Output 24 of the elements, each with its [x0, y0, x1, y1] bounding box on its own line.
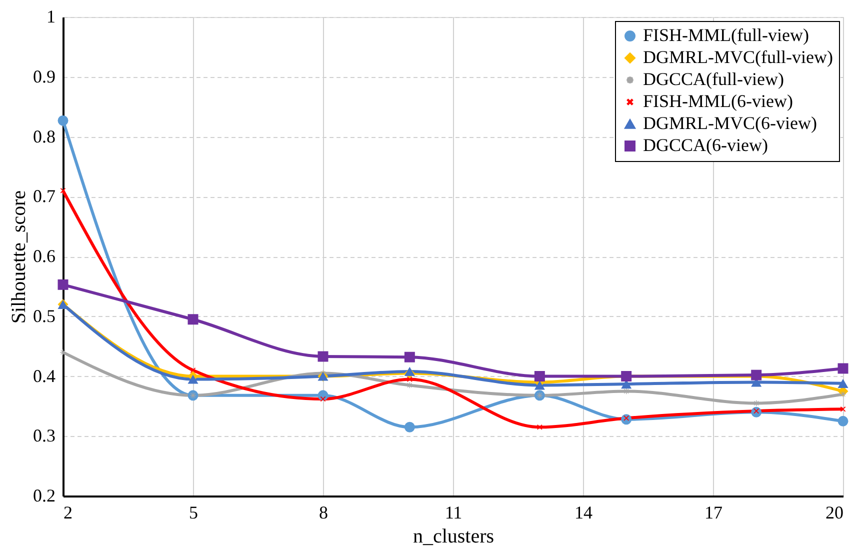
y-tick-label: 0.9: [33, 66, 56, 86]
y-tick-label: 0.5: [33, 306, 56, 326]
y-tick-label: 0.8: [33, 126, 56, 146]
y-tick-label: 0.2: [33, 486, 56, 506]
y-tick-label: 0.3: [33, 426, 56, 446]
legend-label: FISH-MML(full-view): [643, 25, 809, 45]
x-tick-label: 8: [319, 502, 328, 522]
y-tick-label: 0.7: [33, 186, 56, 206]
legend-label: DGMRL-MVC(full-view): [643, 47, 833, 67]
x-tick-label: 2: [64, 502, 72, 522]
y-tick-label: 1: [46, 6, 56, 26]
y-tick-label: 0.4: [33, 366, 56, 386]
x-axis-title: n_clusters: [412, 526, 494, 548]
y-tick-label: 0.6: [33, 246, 56, 266]
x-tick-label: 5: [189, 502, 198, 522]
y-axis-title: Silhouette_score: [8, 190, 30, 324]
x-tick-label: 14: [574, 502, 592, 522]
x-tick-label: 11: [444, 502, 462, 522]
legend-label: DGCCA(6-view): [643, 135, 768, 155]
legend-label: DGMRL-MVC(6-view): [643, 113, 817, 133]
x-tick-label: 17: [704, 502, 722, 522]
x-tick-label: 20: [826, 502, 844, 522]
legend-label: DGCCA(full-view): [643, 69, 784, 89]
legend-label: FISH-MML(6-view): [643, 91, 793, 111]
